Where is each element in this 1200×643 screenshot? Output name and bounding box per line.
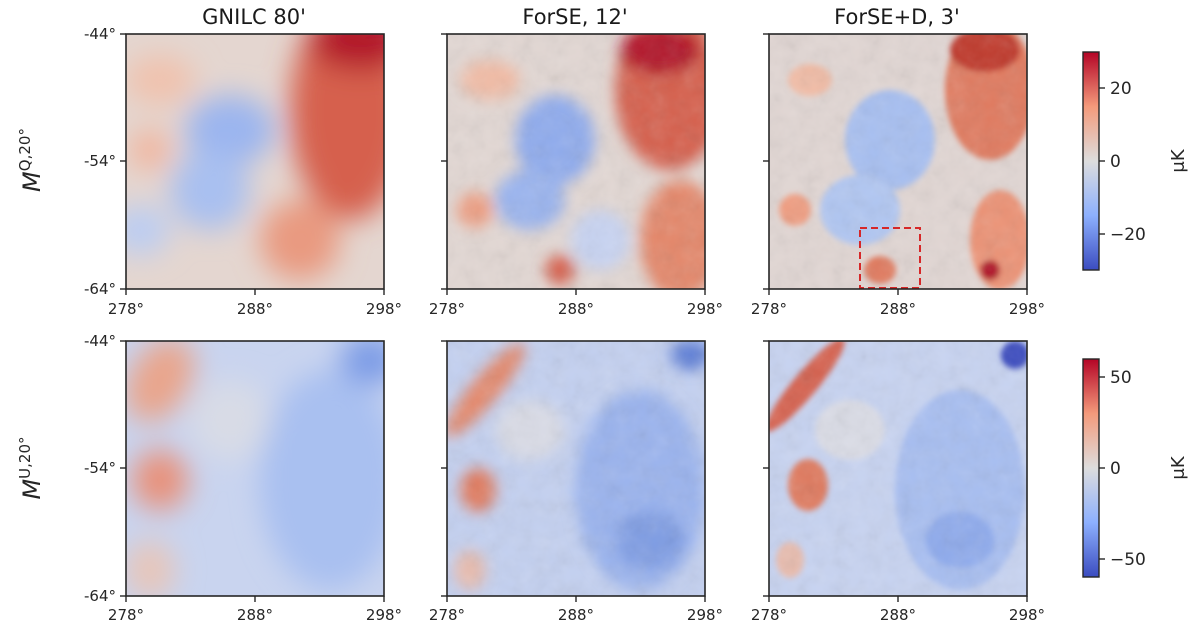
column-title-forse-d: ForSE+D, 3' — [834, 5, 960, 29]
x-tick-label: 298° — [1009, 606, 1045, 624]
column-title-forse: ForSE, 12' — [522, 5, 627, 29]
map-panel-u-forse — [447, 341, 705, 596]
x-tick-label: 278° — [108, 300, 144, 318]
column-title-gnilc: GNILC 80' — [202, 5, 306, 29]
x-tick-label: 298° — [366, 606, 402, 624]
x-tick-label: 288° — [558, 300, 594, 318]
y-tick-label: -54° — [84, 459, 116, 477]
tick-marks — [120, 33, 1028, 602]
x-tick-label: 288° — [237, 606, 273, 624]
x-tick-label: 278° — [751, 606, 787, 624]
x-tick-label: 288° — [880, 606, 916, 624]
y-tick-label: -44° — [84, 332, 116, 350]
map-panel-q-gnilc — [126, 34, 384, 289]
x-tick-label: 278° — [108, 606, 144, 624]
colorbar-u: 50 0 −50 μK — [1082, 358, 1189, 578]
map-panel-q-forse — [447, 34, 705, 289]
highlight-box — [859, 227, 921, 289]
x-tick-label: 298° — [1009, 300, 1045, 318]
x-tick-label: 288° — [880, 300, 916, 318]
y-tick-label: -64° — [84, 280, 116, 298]
y-tick-label: -44° — [84, 25, 116, 43]
colorbar-u-unit: μK — [1168, 455, 1189, 479]
colorbar-q: 20 0 −20 μK — [1082, 51, 1189, 271]
x-tick-label: 298° — [366, 300, 402, 318]
colorbar-u-tick: 50 — [1110, 368, 1132, 388]
x-tick-label: 298° — [687, 300, 723, 318]
row-label-q: MQ,20° — [16, 128, 46, 192]
x-tick-label: 278° — [751, 300, 787, 318]
colorbar-q-tick: 0 — [1110, 152, 1121, 172]
colorbar-q-unit: μK — [1168, 148, 1189, 172]
y-tick-label: -64° — [84, 587, 116, 605]
colorbar-q-tick: 20 — [1110, 79, 1132, 99]
map-panel-q-forse-d — [769, 34, 1027, 289]
map-panel-u-forse-d — [769, 341, 1027, 596]
row-label-u: MU,20° — [16, 436, 46, 499]
y-tick-label: -54° — [84, 152, 116, 170]
x-tick-label: 288° — [237, 300, 273, 318]
colorbar-u-tick: −50 — [1110, 550, 1146, 570]
x-tick-label: 288° — [558, 606, 594, 624]
x-tick-label: 278° — [429, 606, 465, 624]
map-panel-u-gnilc — [126, 341, 384, 596]
x-tick-label: 298° — [687, 606, 723, 624]
colorbar-q-tick: −20 — [1110, 225, 1146, 245]
colorbar-u-tick: 0 — [1110, 459, 1121, 479]
x-tick-label: 278° — [429, 300, 465, 318]
